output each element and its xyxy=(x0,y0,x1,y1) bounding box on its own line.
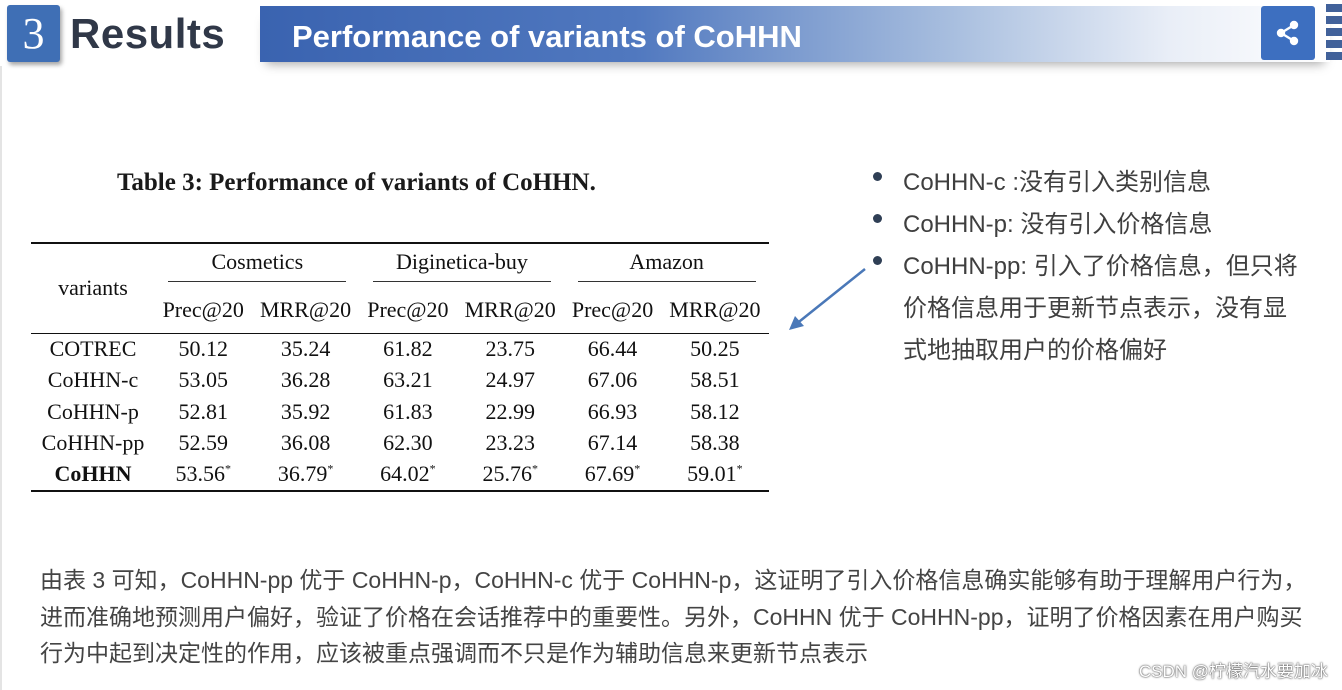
table-cell: 25.76* xyxy=(482,461,538,487)
table-header-row: variants Cosmetics Diginetica-buy Amazon xyxy=(31,243,769,300)
table-cell: 53.05 xyxy=(178,367,229,393)
table-row: COTREC 50.12 35.24 61.82 23.75 66.44 50.… xyxy=(31,333,769,365)
table-cell: 58.38 xyxy=(690,430,740,456)
table-cell: 50.12 xyxy=(178,336,229,361)
table-cell: 22.99 xyxy=(485,398,535,424)
dataset-header: Cosmetics xyxy=(155,243,360,287)
variant-name: CoHHN-pp xyxy=(41,430,145,456)
table-cell: 64.02* xyxy=(380,461,436,487)
watermark: CSDN @柠檬汽水要加冰 xyxy=(1138,662,1328,681)
table-cell: 58.51 xyxy=(690,367,740,393)
metric-header: MRR@20 xyxy=(669,296,761,322)
table-cell: 24.97 xyxy=(485,367,535,393)
table-metric-row: Prec@20 MRR@20 Prec@20 MRR@20 Prec@20 MR… xyxy=(31,287,769,333)
metric-header: Prec@20 xyxy=(571,296,654,322)
table-cell: 23.75 xyxy=(485,336,535,361)
table-cell: 35.92 xyxy=(280,398,331,424)
list-item: CoHHN-pp: 引入了价格信息，但只将价格信息用于更新节点表示，没有显式地抽… xyxy=(868,246,1308,372)
dataset-header: Amazon xyxy=(564,243,769,287)
table-cell: 36.08 xyxy=(280,430,331,456)
summary-paragraph: 由表 3 可知，CoHHN-pp 优于 CoHHN-p，CoHHN-c 优于 C… xyxy=(40,567,1307,666)
table-cell: 23.23 xyxy=(485,430,535,456)
table-cell: 52.81 xyxy=(178,398,229,424)
banner-title: Performance of variants of CoHHN xyxy=(292,19,802,54)
table-cell: 66.93 xyxy=(587,398,638,424)
variant-name: COTREC xyxy=(49,336,137,361)
metric-header: Prec@20 xyxy=(367,296,449,322)
variant-name: CoHHN-p xyxy=(47,398,139,424)
table-cell: 50.25 xyxy=(690,336,740,361)
table-row: CoHHN-p 52.81 35.92 61.83 22.99 66.93 58… xyxy=(31,396,769,428)
list-item: CoHHN-p: 没有引入价格信息 xyxy=(868,204,1308,246)
divider xyxy=(0,66,2,690)
list-item: CoHHN-c :没有引入类别信息 xyxy=(868,162,1308,204)
table-cell: 36.79* xyxy=(277,461,334,487)
metric-header: Prec@20 xyxy=(162,296,244,322)
table-row: CoHHN-c 53.05 36.28 63.21 24.97 67.06 58… xyxy=(31,365,769,397)
arrow-icon xyxy=(789,268,866,330)
dataset-header: Diginetica-buy xyxy=(360,243,565,287)
table-cell: 67.06 xyxy=(587,367,638,393)
results-table: variants Cosmetics Diginetica-buy Amazon… xyxy=(31,242,769,492)
table-row: CoHHN-pp 52.59 36.08 62.30 23.23 67.14 5… xyxy=(31,428,769,460)
title-banner: Performance of variants of CoHHN xyxy=(260,6,1330,62)
metric-header: MRR@20 xyxy=(464,296,556,322)
table-cell: 61.83 xyxy=(383,398,433,424)
table-cell: 66.44 xyxy=(587,336,638,361)
table-cell: 63.21 xyxy=(383,367,433,393)
variant-name: CoHHN xyxy=(54,461,132,487)
section-number: 3 xyxy=(7,5,60,62)
table-cell: 62.30 xyxy=(383,430,433,456)
table-cell: 53.56* xyxy=(175,461,232,487)
share-button[interactable] xyxy=(1261,6,1315,60)
table-cell: 58.12 xyxy=(690,398,740,424)
table-cell: 67.69* xyxy=(584,461,641,487)
table-cell: 52.59 xyxy=(178,430,229,456)
table-cell: 67.14 xyxy=(587,430,638,456)
variant-name: CoHHN-c xyxy=(47,367,139,393)
table-cell: 61.82 xyxy=(383,336,433,361)
side-menu-handle[interactable] xyxy=(1326,4,1342,64)
table-caption: Table 3: Performance of variants of CoHH… xyxy=(117,169,596,196)
notes-list: CoHHN-c :没有引入类别信息 CoHHN-p: 没有引入价格信息 CoHH… xyxy=(868,162,1308,372)
metric-header: MRR@20 xyxy=(259,296,352,322)
table-row-best: CoHHN 53.56* 36.79* 64.02* 25.76* 67.69*… xyxy=(31,459,769,491)
section-title: Results xyxy=(70,10,226,57)
table-cell: 59.01* xyxy=(687,461,743,487)
table-cell: 36.28 xyxy=(280,367,331,393)
column-header-variants: variants xyxy=(58,275,128,301)
table-cell: 35.24 xyxy=(280,336,331,361)
share-icon xyxy=(1276,20,1299,46)
